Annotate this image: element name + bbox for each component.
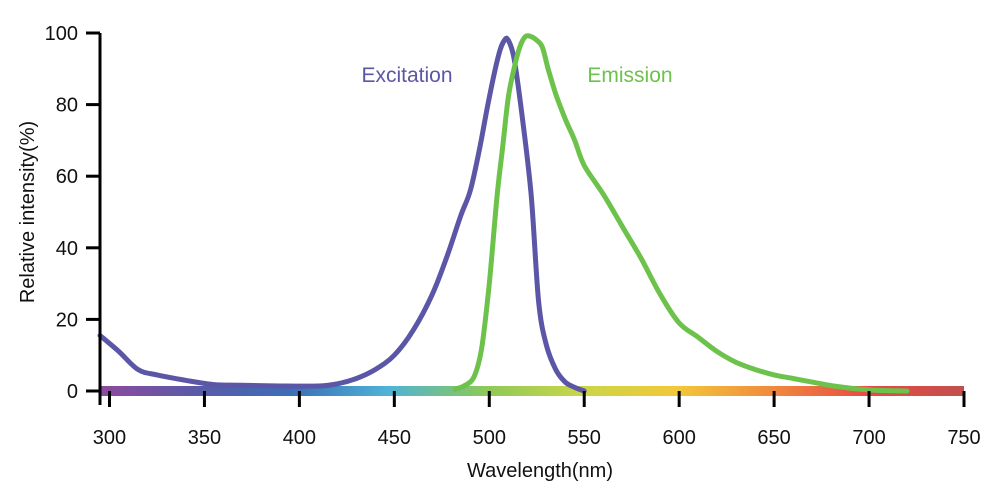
y-tick-label-40: 40: [56, 238, 78, 260]
x-tick-label-550: 550: [568, 427, 601, 449]
x-tick-label-450: 450: [378, 427, 411, 449]
y-tick-label-100: 100: [45, 23, 78, 45]
x-axis-title: Wavelength(nm): [467, 460, 613, 482]
x-tick-label-650: 650: [757, 427, 790, 449]
y-axis-title: Relative intensity(%): [17, 121, 39, 303]
series-layer: [97, 33, 910, 394]
series-label-emission: Emission: [587, 64, 672, 87]
axis-layer: 0 20 40 60 80 100 300 350 400 450 500 550 600 650 700 7…: [45, 23, 981, 449]
x-tick-label-750: 750: [947, 427, 980, 449]
series-line-excitation: [97, 35, 587, 394]
y-tick-label-20: 20: [56, 309, 78, 331]
x-tick-label-350: 350: [188, 427, 221, 449]
spectrum-bar-layer: [100, 386, 964, 396]
y-tick-label-60: 60: [56, 166, 78, 188]
x-tick-label-500: 500: [473, 427, 506, 449]
series-line-emission: [452, 33, 910, 394]
label-layer: Excitation Emission Wavelength(nm) Relat…: [17, 64, 673, 482]
y-tick-label-80: 80: [56, 95, 78, 117]
spectrum-bar: [100, 386, 964, 396]
y-tick-label-0: 0: [67, 381, 78, 403]
series-label-excitation: Excitation: [361, 64, 452, 87]
x-tick-label-700: 700: [852, 427, 885, 449]
x-tick-label-400: 400: [283, 427, 316, 449]
x-tick-label-600: 600: [662, 427, 695, 449]
x-tick-label-300: 300: [93, 427, 126, 449]
